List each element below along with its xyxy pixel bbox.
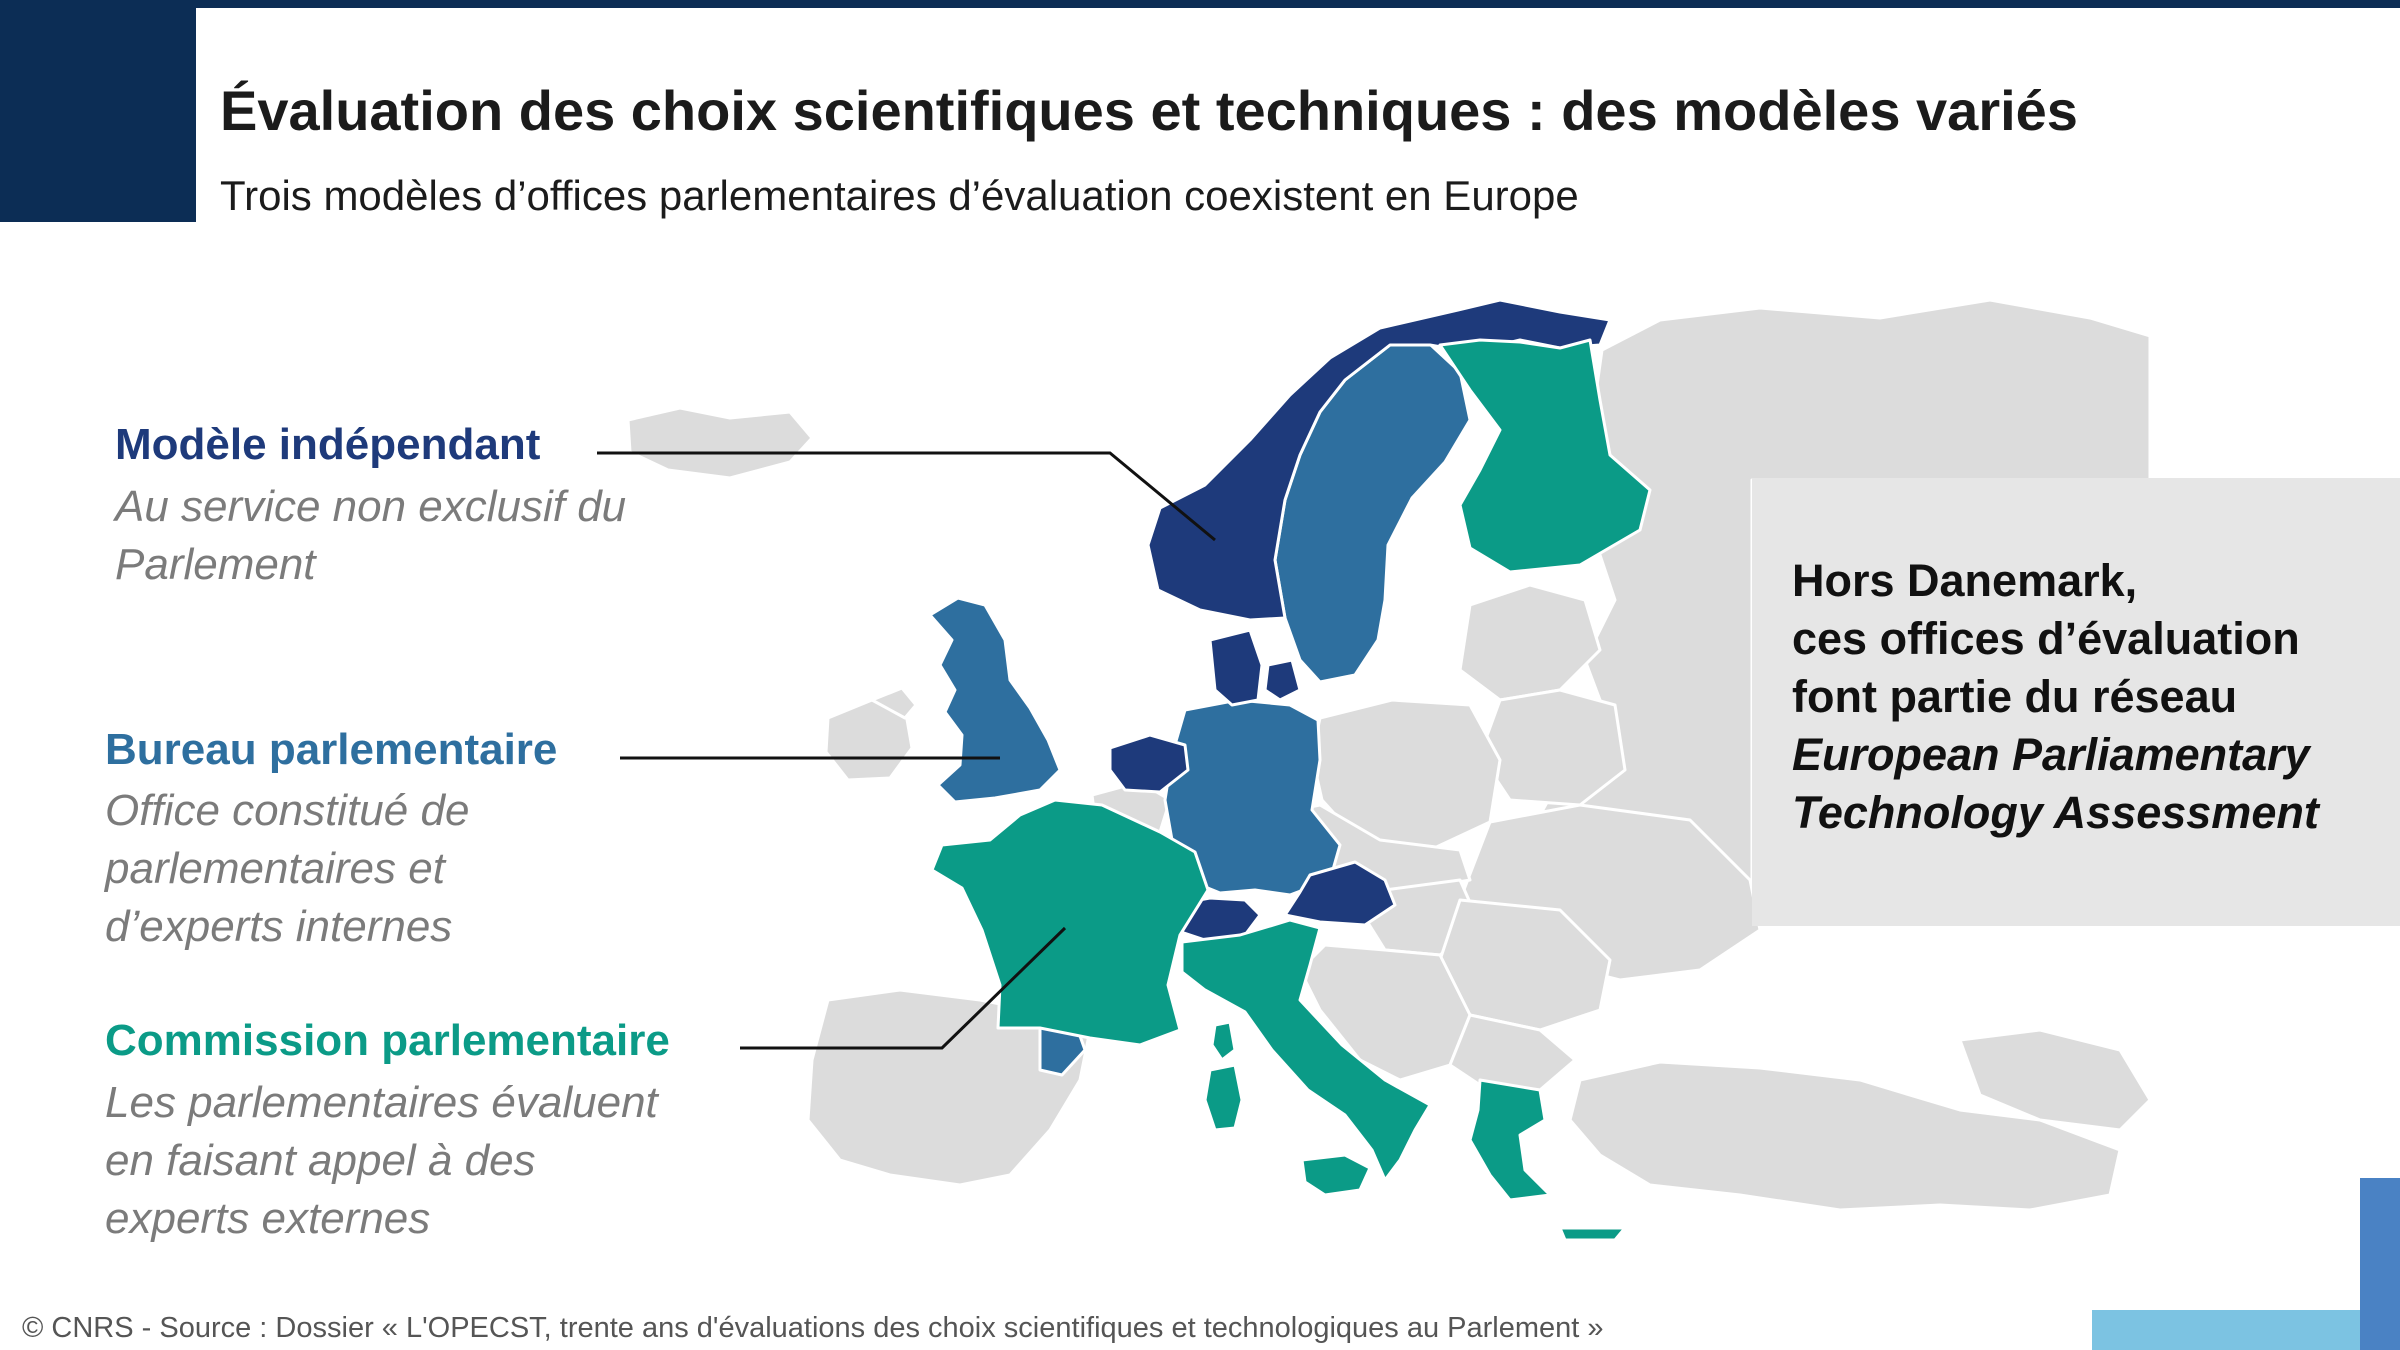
country-netherlands <box>1108 733 1190 794</box>
country-austria <box>1283 860 1397 927</box>
country-bulgaria <box>1448 1013 1577 1092</box>
callout-line-3: font partie du réseau <box>1792 671 2238 722</box>
legend-desc-independent: Au service non exclusif du Parlement <box>115 482 627 589</box>
country-denmark <box>1208 628 1264 707</box>
country-iceland <box>626 406 814 480</box>
bureau-countries <box>928 333 1472 1077</box>
top-rule <box>0 0 2400 8</box>
country-finland <box>1438 338 1652 574</box>
country-turkey <box>1568 1060 2122 1212</box>
page-subtitle: Trois modèles d’offices parlementaires d… <box>220 172 1579 219</box>
country-united-kingdom <box>928 596 1062 804</box>
country-denmark-islands <box>1263 658 1302 702</box>
footer-source: © CNRS - Source : Dossier « L'OPECST, tr… <box>22 1312 1604 1344</box>
country-greece <box>1468 1078 1552 1202</box>
independent-countries <box>1108 298 1612 942</box>
country-caucasus <box>1958 1028 2152 1132</box>
commission-countries <box>930 338 1652 1242</box>
legend-desc-bureau: Office constitué de parlementaires et d’… <box>105 786 470 951</box>
callout-line-2: ces offices d’évaluation <box>1792 613 2300 664</box>
corner-block <box>0 0 196 222</box>
connector-independent <box>597 451 1216 542</box>
country-corsica <box>1210 1020 1237 1062</box>
country-sicily <box>1300 1153 1372 1197</box>
country-crete <box>1558 1226 1627 1242</box>
legend-connectors <box>597 451 1216 1050</box>
legend-desc-commission: Les parlementaires évaluent en faisant a… <box>105 1078 658 1243</box>
other-countries <box>626 298 2152 1212</box>
connector-commission <box>740 926 1067 1050</box>
callout-box <box>1752 478 2400 926</box>
country-italy <box>1180 918 1432 1182</box>
legend-title-commission: Commission parlementaire <box>105 1016 670 1065</box>
legend-title-bureau: Bureau parlementaire <box>105 725 558 774</box>
callout-italic-line-1: European Parliamentary <box>1792 729 2310 780</box>
callout-text: Hors Danemark, ces offices d’évaluation … <box>1792 552 2319 842</box>
country-northern-ireland <box>870 686 918 720</box>
accent-bar-vertical <box>2360 1178 2400 1350</box>
callout-italic-line-2: Technology Assessment <box>1792 787 2319 838</box>
callout-line-1: Hors Danemark, <box>1792 555 2138 606</box>
country-france <box>930 798 1210 1047</box>
accent-bar-horizontal <box>2092 1310 2360 1350</box>
country-baltics <box>1458 583 1602 702</box>
country-sardinia <box>1203 1063 1244 1132</box>
legend-title-independent: Modèle indépendant <box>115 420 541 469</box>
country-balkans <box>1298 943 1472 1082</box>
country-belarus <box>1478 688 1627 807</box>
page-title: Évaluation des choix scientifiques et te… <box>220 79 2078 142</box>
